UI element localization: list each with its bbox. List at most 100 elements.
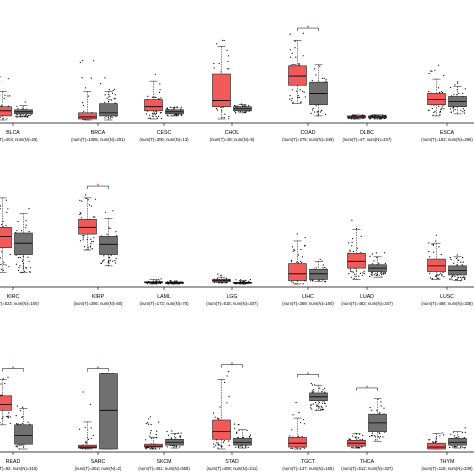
significance-bracket [297, 374, 319, 378]
tumor-jitter-point [431, 70, 433, 72]
normal-jitter-point [316, 404, 318, 406]
tumor-jitter-point [3, 97, 5, 99]
tumor-jitter-point [219, 406, 221, 408]
normal-jitter-point [384, 262, 386, 264]
normal-jitter-point [104, 117, 106, 119]
normal-jitter-point [174, 280, 176, 282]
panel-lgg: LGG(num(T)=518; num(N)=207) [206, 273, 258, 306]
normal-jitter-point [372, 114, 374, 116]
tumor-jitter-point [92, 241, 94, 243]
normal-jitter-point [176, 106, 178, 108]
normal-jitter-point [25, 224, 27, 226]
normal-jitter-point [323, 77, 325, 79]
tumor-jitter-point [89, 403, 91, 405]
normal-jitter-point [450, 259, 452, 261]
tumor-jitter-point [438, 87, 440, 89]
normal-jitter-point [372, 435, 374, 437]
tumor-jitter-point [434, 440, 437, 442]
tumor-jitter-point [435, 275, 437, 277]
tumor-jitter-point [291, 259, 293, 261]
tumor-jitter-point [82, 60, 84, 62]
panel-row-1: BLCA(num(T)=404; num(N)=28)BRCA(num(T)=1… [0, 26, 474, 142]
panel-thca: * THCA(num(T)=512; num(N)=337) [341, 385, 393, 471]
normal-jitter-point [15, 263, 17, 265]
tumor-jitter-point [429, 256, 431, 258]
normal-jitter-point [461, 264, 463, 266]
normal-jitter-point [28, 208, 30, 210]
normal-jitter-point [311, 384, 313, 386]
tumor-jitter-point [93, 237, 95, 239]
significance-bracket [297, 27, 319, 32]
tumor-jitter-point [0, 76, 1, 78]
tumor-jitter-point [91, 248, 93, 250]
normal-jitter-point [373, 274, 375, 276]
tumor-jitter-point [160, 117, 163, 120]
normal-jitter-point [114, 94, 116, 96]
tumor-box [78, 219, 97, 235]
tumor-jitter-point [293, 249, 295, 251]
normal-jitter-point [18, 448, 20, 450]
tumor-jitter-point [145, 439, 147, 441]
normal-jitter-point [245, 105, 247, 107]
normal-jitter-point [311, 408, 313, 410]
tumor-jitter-point [428, 91, 430, 93]
normal-jitter-point [452, 446, 454, 448]
normal-jitter-point [464, 446, 466, 448]
tumor-jitter-point [150, 447, 152, 449]
normal-jitter-point [453, 445, 455, 447]
normal-jitter-point [316, 405, 318, 407]
tumor-box [0, 227, 12, 249]
tumor-box [288, 65, 307, 86]
tumor-jitter-point [82, 237, 84, 239]
significance-bracket [356, 387, 378, 391]
normal-jitter-point [19, 265, 21, 267]
x-tick-label: LGG [227, 294, 238, 300]
normal-jitter-point [317, 110, 319, 113]
normal-jitter-point [112, 260, 114, 262]
normal-jitter-point [18, 257, 20, 259]
normal-jitter-point [109, 95, 111, 97]
normal-jitter-point [321, 406, 323, 408]
normal-jitter-point [27, 421, 29, 423]
normal-jitter-point [464, 431, 466, 433]
tumor-jitter-point [7, 376, 9, 378]
tumor-jitter-point [294, 249, 296, 251]
tumor-jitter-point [299, 260, 302, 262]
normal-jitter-point [381, 276, 383, 278]
significance-bracket [87, 368, 109, 372]
normal-jitter-point [314, 111, 316, 113]
tumor-jitter-point [298, 96, 300, 99]
tumor-jitter-point [218, 418, 220, 420]
normal-jitter-point [455, 279, 457, 281]
tumor-jitter-point [361, 446, 363, 448]
tumor-jitter-point [351, 447, 353, 449]
tumor-jitter-point [88, 438, 90, 440]
tumor-jitter-point [81, 102, 84, 104]
tumor-jitter-point [353, 277, 355, 280]
normal-jitter-point [25, 227, 27, 229]
x-tick-label: STAD [225, 459, 239, 465]
normal-jitter-point [462, 92, 464, 94]
normal-jitter-point [315, 74, 317, 76]
tumor-jitter-point [79, 213, 81, 215]
normal-jitter-point [179, 436, 181, 438]
tumor-jitter-point [2, 378, 4, 380]
tumor-jitter-point [432, 243, 434, 246]
normal-jitter-point [378, 274, 380, 276]
tumor-jitter-point [84, 87, 87, 89]
tumor-box [78, 444, 97, 449]
normal-jitter-point [104, 77, 106, 79]
normal-jitter-point [458, 92, 460, 95]
normal-jitter-point [22, 406, 24, 408]
tumor-jitter-point [228, 440, 230, 442]
normal-jitter-point [29, 271, 31, 273]
tumor-jitter-point [439, 111, 441, 114]
tumor-jitter-point [155, 96, 157, 98]
tumor-jitter-point [289, 95, 291, 97]
sample-count-label: (num(T)=36; num(N)=9) [210, 137, 255, 142]
normal-jitter-point [170, 280, 172, 282]
normal-jitter-point [175, 437, 177, 439]
significance-star: * [307, 26, 310, 33]
tumor-jitter-point [289, 98, 291, 100]
normal-jitter-point [380, 401, 382, 403]
